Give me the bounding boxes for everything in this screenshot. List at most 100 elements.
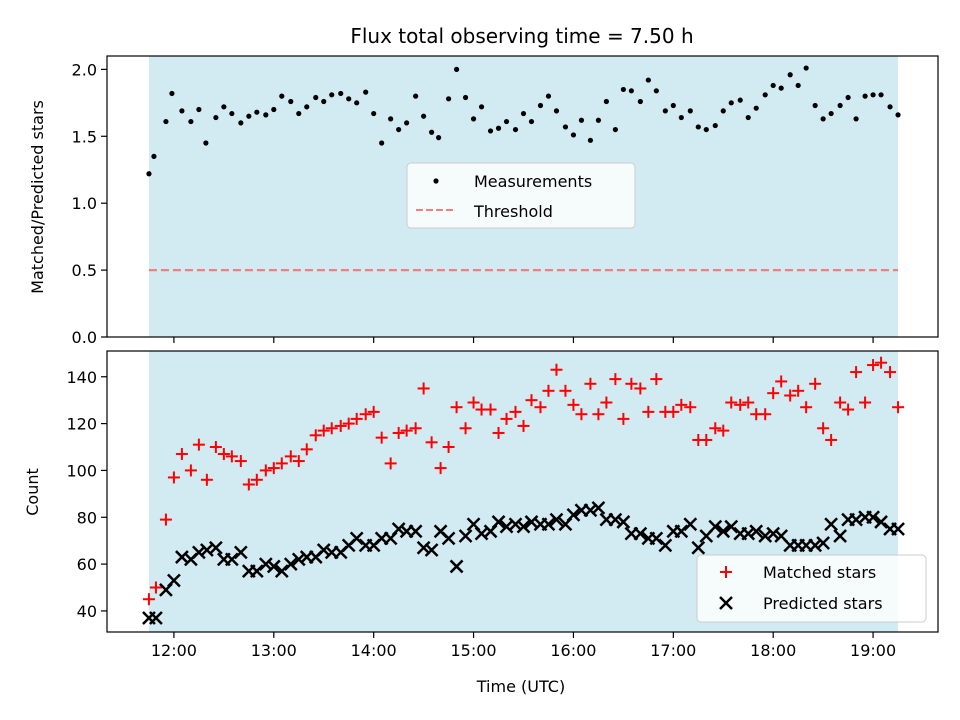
measurement-point [837,102,843,109]
measurement-point [620,86,626,93]
legend-label-matched: Matched stars [763,563,876,582]
measurement-point [246,113,252,119]
matched-point [509,405,522,418]
y-tick-label: 1.5 [72,127,97,146]
matched-point [642,405,655,418]
measurement-point [645,77,651,83]
matched-point [550,363,563,376]
matched-point [592,408,605,421]
bottom-legend: Matched stars Predicted stars [696,554,927,623]
matched-point [584,377,597,390]
measurement-point [720,108,726,114]
legend-label-threshold: Threshold [473,202,553,221]
predicted-point [192,545,206,560]
measurement-point [828,110,834,117]
matched-point [875,356,888,369]
matched-point [342,417,355,430]
measurement-point [288,98,294,105]
matched-point [359,408,372,421]
matched-point [375,431,388,444]
measurement-point [787,72,793,78]
matched-point [442,441,455,454]
measurement-point [338,90,344,97]
y-tick-label: 60 [77,555,97,574]
matched-point [825,433,838,446]
matched-point [575,408,588,421]
matched-point [384,457,397,470]
matched-point [709,422,722,435]
matched-point [867,359,880,372]
measurement-point [695,124,701,130]
matched-point [892,401,905,414]
predicted-point [683,517,698,532]
matched-point [142,593,155,606]
measurement-point [346,96,352,102]
measurement-point [887,104,893,110]
legend-label-measurements: Measurements [474,172,592,191]
matched-point [684,401,697,414]
matched-point [609,373,622,386]
measurement-point [503,118,510,125]
predicted-point [633,526,648,541]
matched-point [809,377,822,390]
measurement-point [436,135,442,141]
y-tick-label: 100 [66,461,97,480]
y-tick-label: 40 [77,602,97,621]
predicted-point [491,515,506,529]
matched-point [725,396,738,409]
matched-point [500,412,513,425]
predicted-point [608,512,623,527]
measurement-point [778,85,784,91]
matched-point [309,429,322,442]
measurement-point [396,126,402,133]
matched-point [484,403,497,416]
measurement-point [146,171,152,177]
measurement-point [853,116,859,122]
matched-point [800,401,813,414]
measurement-point [512,126,519,133]
measurement-point [795,82,801,89]
matched-point [525,394,538,407]
measurement-point [487,128,494,134]
measurement-point [637,98,643,105]
predicted-point [691,540,706,555]
measurement-point [520,110,527,117]
matched-point [700,433,713,446]
x-tick-label: 13:00 [251,641,297,660]
measurement-point [712,122,718,129]
matched-point [259,464,272,477]
measurement-point [703,126,709,133]
matched-point [792,384,805,397]
matched-point [859,396,872,409]
matched-point [234,455,247,468]
legend-marker-measurements [433,178,439,184]
matched-point [434,462,447,475]
measurement-point [169,90,175,97]
measurement-point [628,88,634,94]
measurement-point [845,94,851,101]
predicted-point [874,515,888,529]
measurement-point [812,102,818,109]
axes-frame [106,55,939,338]
matched-point [425,436,438,449]
measurement-point [578,117,585,123]
measurement-point [495,125,502,131]
measurement-point [429,129,435,135]
predicted-point [408,524,423,539]
measurement-point [670,102,676,109]
predicted-point [458,529,473,543]
matched-point [284,450,297,463]
predicted-point [616,515,631,529]
predicted-point [591,501,606,515]
legend-label-predicted: Predicted stars [763,594,883,613]
matched-point [817,422,830,435]
measurement-point [528,118,535,125]
measurement-point [379,140,385,146]
predicted-point [291,552,306,567]
predicted-point [208,540,223,555]
matched-point [767,387,780,400]
matched-point [209,441,222,454]
measurement-point [354,100,360,106]
matched-point [517,419,530,432]
measurement-point [404,120,410,126]
